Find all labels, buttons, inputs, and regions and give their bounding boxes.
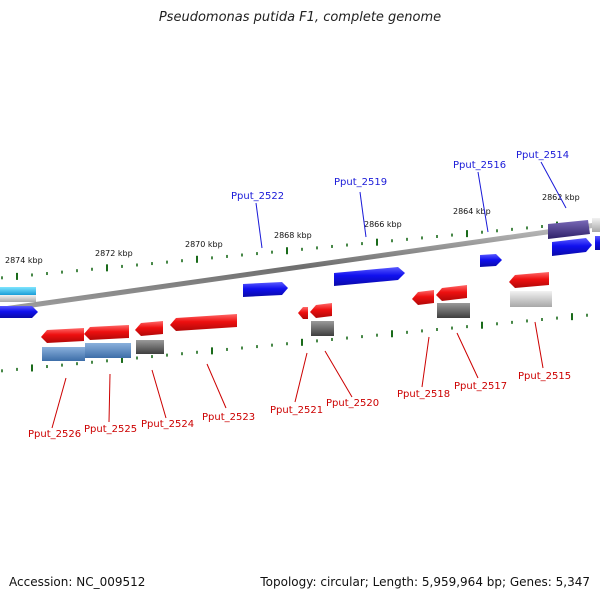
scale-label-2868: 2868 kbp [274, 231, 312, 240]
gene-label-pput-2514[interactable]: Pput_2514 [516, 150, 569, 161]
leader-pput-2522 [255, 202, 263, 249]
leader-pput-2516 [477, 171, 489, 233]
gene-arrow-pput-2516[interactable] [480, 254, 502, 267]
leader-pput-2523 [206, 363, 227, 409]
feature-pput-2526-sub[interactable] [42, 347, 85, 361]
scale-label-2870: 2870 kbp [185, 240, 223, 249]
scale-label-2872: 2872 kbp [95, 249, 133, 258]
gene-arrow-pput-2519[interactable] [334, 267, 405, 286]
genome-summary-text: Topology: circular; Length: 5,959,964 bp… [260, 575, 590, 589]
gene-arrow-pput-2514[interactable] [552, 238, 592, 256]
inner-scale-ticks [1, 313, 588, 373]
scale-label-2866: 2866 kbp [364, 220, 402, 229]
leader-pput-2518 [421, 336, 430, 388]
feature-pput-2520-sub[interactable] [311, 321, 334, 336]
feature-pput-2517-sub[interactable] [437, 303, 470, 318]
gene-label-pput-2525[interactable]: Pput_2525 [84, 424, 137, 435]
genome-backbone [0, 221, 600, 313]
feature-light-gray[interactable] [0, 295, 36, 302]
gene-arrow-pput-2526[interactable] [41, 328, 84, 343]
gene-arrow-pput-2520[interactable] [310, 303, 332, 318]
gene-arrow-pput-2522[interactable] [243, 282, 288, 297]
leader-pput-2520 [324, 350, 353, 398]
feature-cyan[interactable] [0, 287, 36, 295]
gene-label-pput-2524[interactable]: Pput_2524 [141, 419, 194, 430]
gene-label-pput-2521[interactable]: Pput_2521 [270, 405, 323, 416]
leader-pput-2519 [359, 191, 367, 238]
label-leader-lines [51, 161, 567, 429]
feature-blue-edge[interactable] [595, 236, 600, 250]
gene-label-pput-2518[interactable]: Pput_2518 [397, 389, 450, 400]
scale-label-2864: 2864 kbp [453, 207, 491, 216]
gene-label-pput-2520[interactable]: Pput_2520 [326, 398, 379, 409]
gene-arrow-pput-2525[interactable] [84, 325, 129, 340]
leader-pput-2514 [540, 161, 567, 209]
feature-gray-edge[interactable] [592, 218, 600, 232]
leader-pput-2525 [108, 373, 111, 423]
gene-arrow-pput-2523[interactable] [170, 314, 237, 331]
gene-arrow-pput-2524[interactable] [135, 321, 163, 336]
gene-label-pput-2526[interactable]: Pput_2526 [28, 429, 81, 440]
gene-label-pput-2523[interactable]: Pput_2523 [202, 412, 255, 423]
gene-label-pput-2515[interactable]: Pput_2515 [518, 371, 571, 382]
scale-label-2874: 2874 kbp [5, 256, 43, 265]
feature-pput-2515-sub[interactable] [510, 291, 552, 307]
forward-strand-genes [0, 218, 600, 318]
leader-pput-2521 [294, 352, 308, 403]
feature-pput-2525-sub[interactable] [85, 343, 131, 358]
map-title: Pseudomonas putida F1, complete genome [158, 10, 442, 25]
leader-pput-2524 [151, 369, 167, 419]
feature-purple[interactable] [548, 220, 590, 239]
gene-arrow-pput-2518[interactable] [412, 290, 434, 305]
outer-scale-ticks [1, 220, 588, 280]
gene-label-pput-2516[interactable]: Pput_2516 [453, 160, 506, 171]
gene-arrow-pput-2521[interactable] [298, 307, 308, 319]
leader-pput-2526 [51, 377, 67, 429]
reverse-strand-genes [41, 272, 552, 361]
leader-pput-2517 [456, 332, 479, 379]
gene-arrow-pput-2515[interactable] [509, 272, 549, 288]
feature-pput-2524-sub[interactable] [136, 340, 164, 354]
gene-label-pput-2517[interactable]: Pput_2517 [454, 381, 507, 392]
gene-arrow-left-edge[interactable] [0, 306, 38, 318]
accession-text: Accession: NC_009512 [9, 575, 146, 589]
gene-arrow-pput-2517[interactable] [436, 285, 467, 301]
leader-pput-2515 [534, 321, 544, 369]
gene-label-pput-2522[interactable]: Pput_2522 [231, 191, 284, 202]
gene-label-pput-2519[interactable]: Pput_2519 [334, 177, 387, 188]
